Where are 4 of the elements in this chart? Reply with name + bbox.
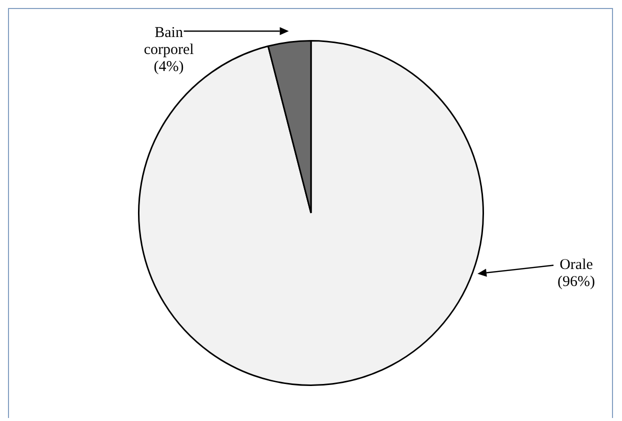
- slice-label: Bain corporel: [144, 25, 194, 58]
- slice-label: Orale: [560, 257, 594, 274]
- data-label: (4%): [154, 59, 184, 76]
- data-label: (96%): [557, 274, 595, 290]
